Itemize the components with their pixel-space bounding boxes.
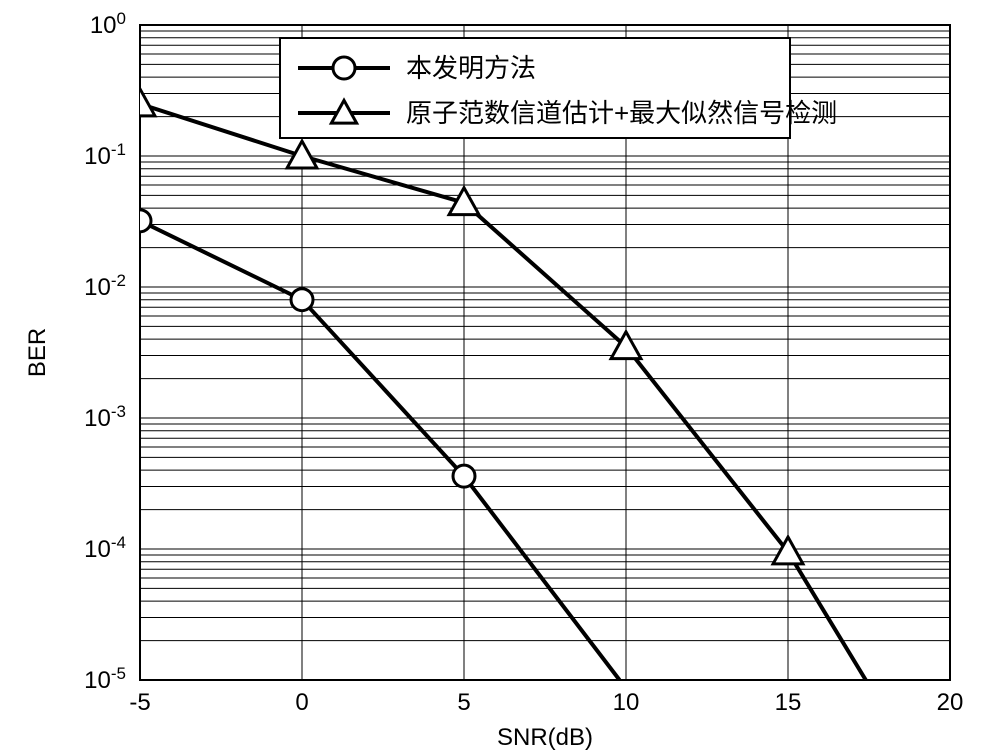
chart-svg: -505101520SNR(dB)10-510-410-310-210-1100… — [0, 0, 1000, 755]
legend-label: 原子范数信道估计+最大似然信号检测 — [406, 98, 837, 128]
legend-label: 本发明方法 — [406, 53, 536, 83]
x-tick-label: 5 — [457, 689, 470, 716]
x-tick-label: 10 — [613, 689, 640, 716]
y-axis-label: BER — [24, 328, 51, 377]
x-tick-label: -5 — [129, 689, 150, 716]
chart-container: { "chart": { "type": "line-semilogy", "w… — [0, 0, 1000, 755]
x-axis-label: SNR(dB) — [497, 724, 593, 751]
x-tick-label: 15 — [775, 689, 802, 716]
x-tick-label: 20 — [937, 689, 964, 716]
x-tick-label: 0 — [295, 689, 308, 716]
